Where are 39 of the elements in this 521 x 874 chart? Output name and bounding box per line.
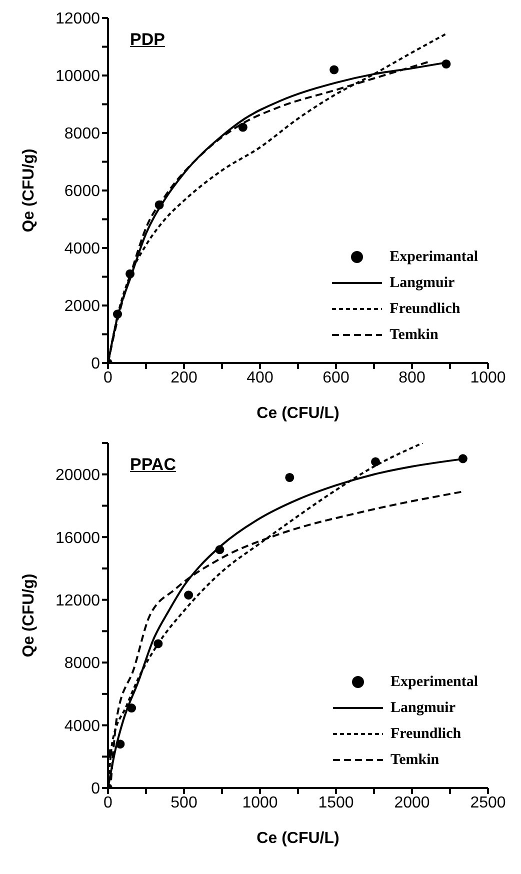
y-tick-label: 12000 (56, 10, 100, 28)
legend-label: Temkin (390, 326, 438, 344)
x-tick-label: 0 (104, 369, 113, 386)
x-tick-label: 2000 (394, 794, 430, 812)
legend-label: Langmuir (390, 700, 456, 716)
y-axis-title: Qe (CFU/g) (20, 574, 38, 658)
x-tick-label: 800 (398, 369, 426, 386)
x-tick-label: 600 (322, 369, 350, 386)
x-tick-label: 200 (170, 369, 198, 386)
legend-label: Langmuir (390, 274, 455, 292)
x-tick-label: 0 (104, 794, 113, 812)
y-tick-label: 10000 (56, 68, 100, 86)
x-tick-label: 1000 (470, 369, 506, 386)
y-tick-label: 4000 (64, 240, 100, 258)
y-tick-label: 12000 (56, 592, 100, 610)
y-tick-label: 4000 (64, 718, 100, 735)
y-tick-label: 20000 (56, 467, 100, 484)
x-tick-label: 500 (170, 794, 198, 812)
annotation: PPAC (130, 455, 176, 475)
x-tick-label: 1500 (318, 794, 354, 812)
y-tick-label: 16000 (56, 530, 100, 547)
x-tick-label: 2500 (470, 794, 506, 812)
legend-label: Temkin (390, 752, 440, 768)
legend-label: Experimental (390, 674, 478, 690)
annotation: PDP (130, 30, 165, 50)
y-tick-label: 0 (91, 780, 100, 798)
y-tick-label: 0 (91, 356, 100, 373)
legend-label: Experimantal (390, 248, 478, 266)
y-tick-label: 2000 (64, 298, 100, 316)
x-axis-title: Ce (CFU/L) (256, 405, 340, 422)
x-axis-title: Ce (CFU/L) (256, 830, 340, 847)
legend-label: Freundlich (390, 300, 460, 318)
y-tick-label: 8000 (64, 655, 100, 672)
x-tick-label: 1000 (242, 794, 278, 812)
y-tick-label: 8000 (64, 126, 100, 143)
y-axis-title: Qe (CFU/g) (20, 148, 38, 232)
x-tick-label: 400 (246, 369, 274, 386)
y-tick-label: 6000 (64, 183, 100, 200)
legend-label: Freundlich (390, 726, 462, 742)
